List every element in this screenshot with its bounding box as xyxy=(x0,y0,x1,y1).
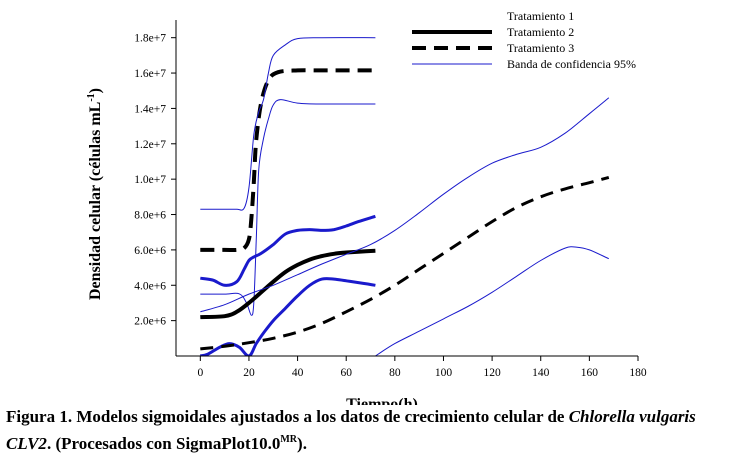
legend-label-tratamiento-3: Tratamiento 3 xyxy=(507,41,574,55)
series-line-tratamiento-1-ic-superior xyxy=(200,37,376,211)
x-axis-title: Tiempo(h) xyxy=(346,396,418,405)
x-tick-label: 80 xyxy=(389,367,401,379)
y-axis-title-main: Densidad celular (células mL xyxy=(87,102,104,300)
y-axis-title-sup: -1 xyxy=(86,93,97,101)
series-line-tratamiento-2 xyxy=(200,248,376,320)
series-line-tratamiento-3 xyxy=(200,175,610,351)
ticks-layer: 2.0e+6 4.0e+6 6.0e+6 8.0e+6 1.0e+7 1.2e+7 1.4e… xyxy=(134,33,647,379)
series-line-tratamiento-2-ic-inferior xyxy=(199,277,376,356)
figure-caption: Figura 1. Modelos sigmoidales ajustados … xyxy=(6,405,728,455)
caption-trademark: MR xyxy=(280,434,298,445)
x-tick-label: 100 xyxy=(435,367,453,379)
chart: 2.0e+6 4.0e+6 6.0e+6 8.0e+6 1.0e+7 1.2e+7 1.4e… xyxy=(86,9,647,405)
y-tick-label: 1.0e+7 xyxy=(134,174,166,186)
y-tick-label: 1.6e+7 xyxy=(134,68,166,80)
y-tick-label: 1.2e+7 xyxy=(134,139,166,151)
series-line-tratamiento-3-ic-superior xyxy=(200,97,610,313)
caption-text-1: Figura 1. Modelos sigmoidales ajustados … xyxy=(6,407,569,426)
series-line-tratamiento-1-ic-inferior xyxy=(200,99,376,316)
y-axis-title: Densidad celular (células mL-1) xyxy=(86,88,104,300)
legend: Tratamiento 1 Tratamiento 2 Tratamiento 3 B… xyxy=(412,9,636,71)
legend-label-tratamiento-1: Tratamiento 1 xyxy=(507,9,574,23)
y-tick-label: 1.8e+7 xyxy=(134,33,166,45)
y-axis-title-tail: ) xyxy=(87,88,104,93)
axes-layer xyxy=(175,20,638,357)
y-tick-label: 8.0e+6 xyxy=(134,210,166,222)
caption-strain: CLV2 xyxy=(6,434,47,453)
caption-species: Chlorella vulgaris xyxy=(568,407,696,426)
x-tick-label: 140 xyxy=(532,367,550,379)
x-tick-label: 40 xyxy=(292,367,304,379)
series-line-tratamiento-1 xyxy=(200,68,376,253)
y-tick-label: 2.0e+6 xyxy=(134,316,166,328)
series-line-tratamiento-2-ic-superior xyxy=(200,214,376,287)
legend-label-tratamiento-2: Tratamiento 2 xyxy=(507,25,574,39)
x-tick-label: 20 xyxy=(243,367,255,379)
x-tick-label: 120 xyxy=(483,367,501,379)
x-tick-label: 0 xyxy=(197,367,203,379)
legend-label-banda-de-confidencia-95: Banda de confidencia 95% xyxy=(507,57,636,71)
x-tick-label: 160 xyxy=(581,367,599,379)
y-tick-label: 1.4e+7 xyxy=(134,103,166,115)
caption-text-3: ). xyxy=(297,434,307,453)
y-tick-label: 4.0e+6 xyxy=(134,280,166,292)
x-tick-label: 180 xyxy=(629,367,647,379)
y-tick-label: 6.0e+6 xyxy=(134,245,166,257)
caption-text-2: . (Procesados con SigmaPlot10.0 xyxy=(46,434,281,453)
x-tick-label: 60 xyxy=(340,367,352,379)
series-layer xyxy=(199,37,610,356)
series-line-tratamiento-3-ic-inferior xyxy=(375,246,610,356)
